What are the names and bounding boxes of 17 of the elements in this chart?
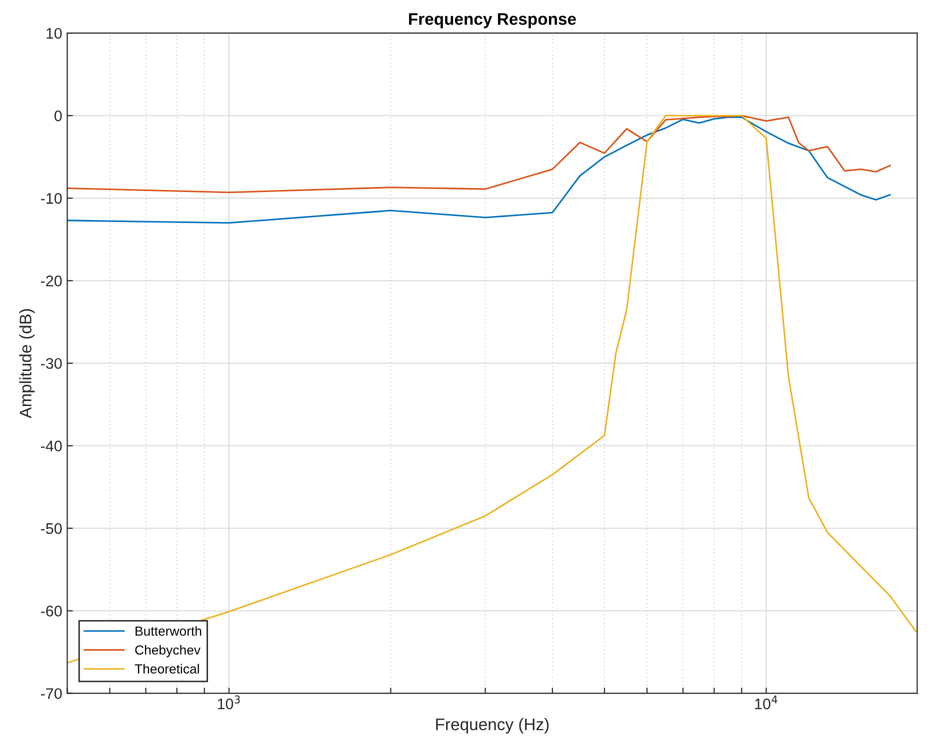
x-tick-label: 10$^{3}$	[218, 695, 240, 710]
y-tick-label: -10	[40, 193, 62, 204]
x-tick-label: 10$^{4}$	[755, 696, 778, 710]
y-tick-label: 0	[54, 110, 62, 122]
y-axis-title: Amplitude (dB)	[19, 309, 35, 418]
chart-title: Frequency Response	[409, 13, 576, 28]
y-tick-label: -60	[40, 606, 62, 616]
x-axis-title: Frequency (Hz)	[436, 718, 549, 734]
y-tick-label: -70	[40, 688, 62, 700]
y-tick-label: -20	[40, 276, 62, 286]
y-tick-label: -40	[40, 440, 62, 452]
legend-label: Chebychev	[135, 644, 201, 658]
legend-label: Butterworth	[136, 626, 202, 636]
y-tick-label: -30	[40, 358, 62, 369]
y-tick-label: 10	[46, 28, 62, 39]
legend-label: Theoretical	[134, 664, 199, 674]
y-tick-label: -50	[40, 523, 62, 534]
